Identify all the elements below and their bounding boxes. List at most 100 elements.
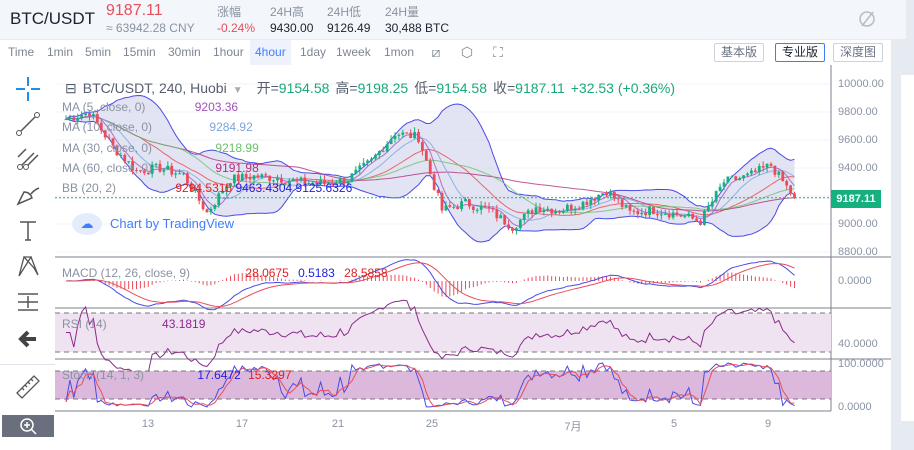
text-icon[interactable]	[14, 217, 42, 245]
candle-body	[276, 178, 279, 181]
close-label: 收=	[492, 80, 516, 96]
ma30-value: 9218.99	[215, 141, 259, 155]
candle-body	[374, 154, 377, 159]
zoom-button[interactable]	[2, 415, 54, 437]
tf-1mon[interactable]: 1mon	[384, 45, 415, 59]
candle-body	[413, 132, 416, 139]
candle-body	[217, 193, 221, 205]
tf-30min[interactable]: 30min	[168, 45, 201, 59]
stat-change: -0.24%	[217, 21, 256, 35]
tf-4hour[interactable]: 4hour	[250, 40, 291, 65]
fib-icon[interactable]	[14, 145, 42, 173]
candle-body	[640, 212, 644, 215]
measure-lines-icon[interactable]	[14, 288, 42, 316]
candle-body	[417, 132, 420, 143]
candle-body	[742, 175, 745, 179]
candle-body	[295, 178, 299, 180]
candle-body	[675, 212, 679, 215]
macd-legend[interactable]: MACD (12, 26, close, 9) 28.0675 0.5183 2…	[62, 266, 388, 280]
x-label: 21	[331, 418, 345, 430]
symbol-title[interactable]: BTC/USDT, 240, Huobi	[82, 80, 227, 96]
candle-body	[103, 130, 107, 138]
candle-body	[205, 209, 209, 213]
basic-view-button[interactable]: 基本版	[714, 43, 765, 62]
back-arrow-icon[interactable]	[14, 325, 42, 353]
candle-body	[146, 173, 150, 175]
ma30-legend[interactable]: MA (30, close, 0) 9218.99	[62, 141, 259, 155]
indicator-icon[interactable]: ⧄	[431, 44, 441, 60]
settings-icon[interactable]: ⬡	[460, 44, 474, 60]
tf-time[interactable]: Time	[8, 45, 35, 59]
candle-body	[421, 142, 424, 151]
depth-view-button[interactable]: 深度图	[833, 43, 884, 62]
pattern-icon[interactable]	[14, 252, 42, 280]
x-label: 13	[141, 418, 155, 430]
trend-line-icon[interactable]	[14, 110, 42, 138]
candle-body	[107, 137, 111, 139]
candle-body	[256, 175, 260, 178]
candle-body	[240, 174, 244, 181]
candle-body	[522, 213, 526, 220]
candle-body	[706, 206, 710, 211]
theme-toggle-icon[interactable]	[858, 9, 876, 29]
candle-body	[76, 118, 80, 121]
watermark-text: Chart by TradingView	[110, 216, 235, 231]
candle-body	[139, 170, 142, 172]
tradingview-watermark[interactable]: ☁ Chart by TradingView	[72, 213, 234, 235]
macd-signal: 28.5858	[344, 266, 388, 280]
tf-1day[interactable]: 1day	[300, 45, 327, 59]
tf-1week[interactable]: 1week	[336, 45, 371, 59]
ma5-value: 9203.36	[194, 100, 239, 114]
macd-label: MACD (12, 26, close, 9)	[62, 266, 191, 280]
candle-body	[542, 210, 546, 213]
price-tick: 9000.00	[838, 218, 878, 230]
candle-body	[366, 160, 369, 163]
candle-body	[162, 169, 166, 172]
candle-body	[558, 210, 561, 213]
fullscreen-icon[interactable]: ⛶	[493, 44, 503, 60]
candle-body	[99, 122, 103, 131]
toolbar: Time 1min 5min 15min 30min 1hour 4hour 1…	[0, 39, 891, 65]
ma10-legend[interactable]: MA (10, close, 0) 9284.92	[62, 120, 253, 134]
price-tick: 9800.00	[838, 106, 878, 118]
candle-body	[487, 206, 491, 209]
candle-body	[644, 212, 648, 216]
tf-5min[interactable]: 5min	[85, 45, 112, 59]
candle-body	[597, 194, 601, 201]
candle-body	[565, 204, 569, 211]
candle-body	[793, 193, 796, 198]
crosshair-icon[interactable]	[14, 75, 42, 103]
stoch-legend[interactable]: Stoch (14, 1, 3) 17.6472 15.3297	[62, 368, 292, 382]
rsi-value: 43.1819	[162, 317, 206, 331]
candle-body	[785, 180, 789, 186]
candle-body	[499, 215, 503, 219]
candle-body	[652, 206, 655, 215]
low-label: 低=	[414, 80, 437, 96]
ma60-legend[interactable]: MA (60, close, 0) 9191.98	[62, 161, 259, 175]
pro-view-button[interactable]: 专业版	[775, 43, 826, 62]
stat-volume: 30,488 BTC	[385, 21, 450, 35]
stat-label: 涨幅	[217, 5, 242, 19]
tf-1hour[interactable]: 1hour	[213, 45, 244, 59]
candle-body	[68, 117, 72, 120]
collapse-icon[interactable]: ⊟	[65, 80, 77, 96]
candle-body	[710, 201, 714, 207]
candle-body	[170, 165, 174, 175]
chevron-down-icon[interactable]: ▼	[232, 85, 243, 96]
rsi-band	[55, 313, 831, 352]
tf-15min[interactable]: 15min	[123, 45, 156, 59]
brush-icon[interactable]	[14, 180, 42, 208]
rsi-legend[interactable]: RSI (14) 43.1819	[62, 317, 205, 331]
tf-1min[interactable]: 1min	[47, 45, 74, 59]
ma30-label: MA (30, close, 0)	[62, 141, 153, 155]
bb-lower: 9125.6326	[295, 181, 353, 195]
candle-body	[115, 145, 119, 156]
ma5-legend[interactable]: MA (5, close, 0) 9203.36	[62, 100, 238, 114]
ruler-icon[interactable]	[14, 373, 42, 401]
candle-body	[609, 191, 612, 196]
bb-legend[interactable]: BB (20, 2) 9294.5315 9463.4304 9125.6326	[62, 181, 352, 195]
candle-body	[303, 177, 307, 184]
candle-body	[440, 193, 444, 211]
candle-body	[424, 150, 428, 161]
